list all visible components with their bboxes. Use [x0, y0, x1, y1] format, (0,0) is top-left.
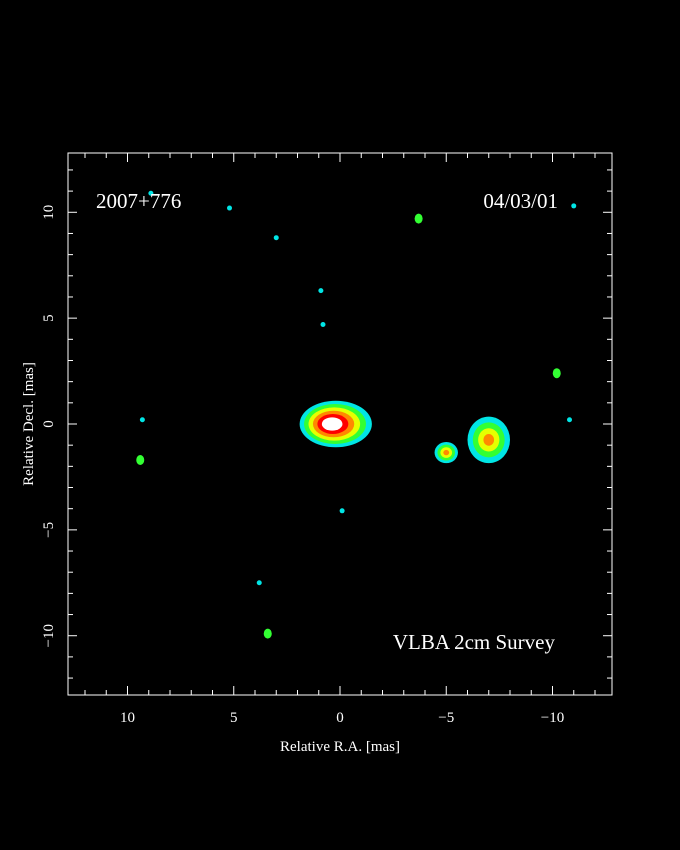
axis-ticks: [68, 153, 612, 695]
x-tick-label: −5: [438, 710, 454, 726]
noise-spot: [318, 288, 324, 294]
noise-spot: [256, 580, 262, 586]
noise-spot: [339, 508, 345, 514]
x-tick-label: −10: [541, 710, 564, 726]
noise-spot: [567, 417, 572, 423]
source-component-jet-knot-2: [467, 416, 510, 464]
noise-spot: [571, 203, 577, 209]
epoch-label: 04/03/01: [483, 189, 558, 213]
y-tick-label: 0: [41, 420, 57, 428]
contour-level: [326, 420, 337, 428]
y-tick-label: −5: [41, 522, 57, 538]
x-tick-label: 10: [120, 710, 135, 726]
y-tick-label: −10: [41, 624, 57, 647]
noise-spot: [273, 235, 279, 241]
y-axis-title: Relative Decl. [mas]: [21, 362, 37, 486]
x-tick-label: 0: [336, 710, 344, 726]
noise-spot: [263, 628, 272, 639]
noise-spot: [227, 205, 232, 211]
noise-spot: [414, 213, 423, 224]
y-tick-label: 5: [41, 314, 57, 322]
source-component-jet-knot-1: [434, 441, 458, 464]
source-component-core: [299, 400, 372, 448]
noise-spot: [552, 368, 561, 379]
noise-spot: [148, 190, 154, 196]
tick-labels: 10 5 0 −5 −10 10 5 0 −5 −10: [41, 205, 564, 726]
contour-level: [443, 449, 450, 456]
noise-spot: [139, 417, 145, 423]
noise-spot: [320, 321, 326, 327]
source-name-label: 2007+776: [96, 189, 181, 213]
contour-level: [483, 434, 495, 446]
survey-label: VLBA 2cm Survey: [393, 630, 556, 654]
x-tick-label: 5: [230, 710, 238, 726]
intensity-image: [136, 190, 577, 639]
y-tick-label: 10: [41, 205, 57, 220]
x-axis-title: Relative R.A. [mas]: [280, 739, 400, 755]
noise-spot: [136, 454, 145, 465]
